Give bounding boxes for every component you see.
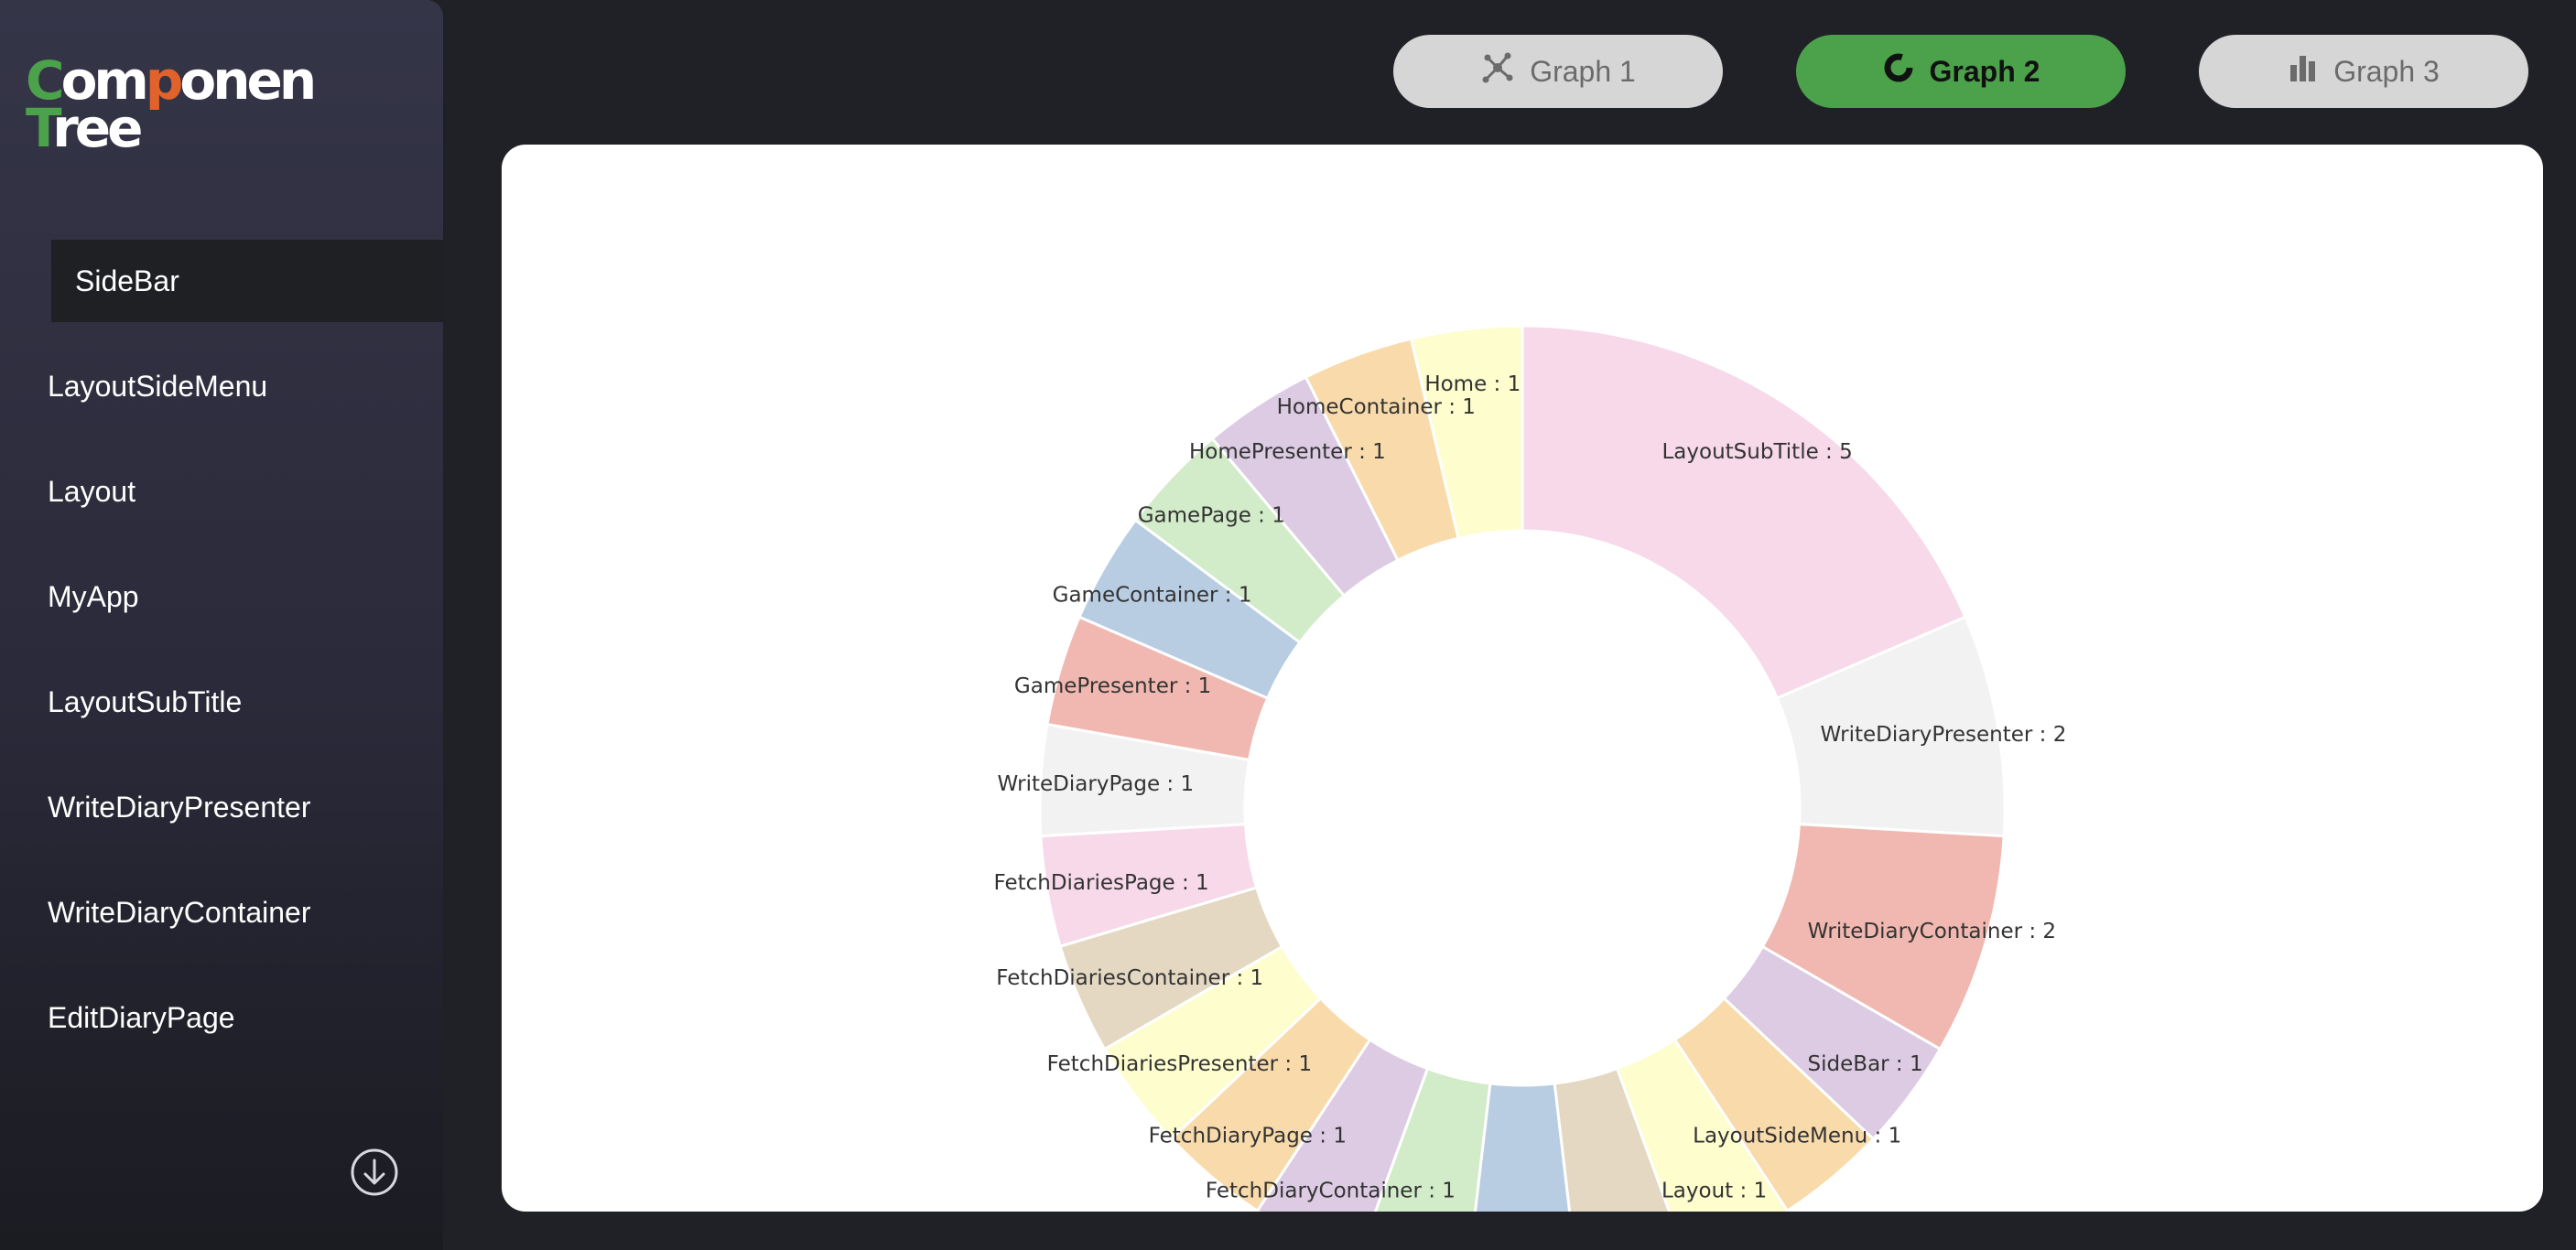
sidebar-item-writediarycontainer[interactable]: WriteDiaryContainer (48, 896, 311, 929)
tab-graph-1[interactable]: Graph 1 (1393, 35, 1723, 108)
chart-panel: LayoutSubTitle : 5 WriteDiaryPresenter : … (502, 145, 2543, 1212)
donut-label-layoutsubtitle: LayoutSubTitle : 5 (1661, 440, 1852, 464)
tab-graph-3-label: Graph 3 (2333, 54, 2440, 88)
sidebar-item-layout[interactable]: Layout (48, 475, 136, 508)
sidebar-item-layoutsidemenu[interactable]: LayoutSideMenu (48, 370, 268, 403)
donut-label-fetchdiariespresenter: FetchDiariesPresenter : 1 (1047, 1052, 1312, 1076)
logo-line-1: Componen (26, 49, 317, 112)
donut-slice-home[interactable] (1409, 324, 1524, 540)
donut-label-fetchdiariespage: FetchDiariesPage : 1 (993, 871, 1208, 895)
donut-slice-fetchdiarypresenter[interactable] (1358, 1066, 1492, 1212)
sidebar-item-editdiarypage[interactable]: EditDiaryPage (48, 1001, 235, 1034)
tab-graph-2-label: Graph 2 (1929, 54, 2040, 88)
sidebar-item-myapp[interactable]: MyApp (48, 580, 139, 613)
donut-label-sidebar: SideBar : 1 (1808, 1052, 1923, 1076)
donut-chart-icon (1882, 51, 1930, 92)
logo-accent-letter: p (145, 49, 183, 112)
donut-label-homecontainer: HomeContainer : 1 (1277, 395, 1476, 419)
download-circle-icon[interactable] (350, 1148, 399, 1197)
donut-label-writediarycontainer: WriteDiaryContainer : 2 (1808, 920, 2056, 943)
tab-graph-1-label: Graph 1 (1530, 54, 1636, 88)
donut-label-gamepage: GamePage : 1 (1138, 504, 1285, 528)
donut-label-writediarypage: WriteDiaryPage : 1 (997, 772, 1194, 796)
tab-graph-2[interactable]: Graph 2 (1796, 35, 2126, 108)
donut-slice-myapp[interactable] (1553, 1066, 1687, 1212)
logo-line-2: Tree (26, 97, 143, 159)
donut-label-gamepresenter: GamePresenter : 1 (1014, 674, 1211, 698)
donut-slice-editdiarypage[interactable] (1467, 1082, 1578, 1212)
donut-chart: LayoutSubTitle : 5 WriteDiaryPresenter : … (993, 324, 2066, 1212)
network-graph-icon (1480, 50, 1530, 92)
donut-label-home: Home : 1 (1424, 372, 1521, 396)
sidebar: Componen Tree SideBar LayoutSideMenu Lay… (0, 0, 443, 1250)
donut-label-fetchdiarypage: FetchDiaryPage : 1 (1149, 1125, 1347, 1148)
sidebar-item-layoutsubtitle[interactable]: LayoutSubTitle (48, 685, 243, 718)
bar-chart-icon (2288, 52, 2333, 91)
app-logo: Componen Tree (26, 49, 317, 159)
donut-label-gamecontainer: GameContainer : 1 (1053, 584, 1252, 608)
sidebar-item-writediarypresenter[interactable]: WriteDiaryPresenter (48, 791, 311, 824)
donut-slice-layout[interactable] (1615, 1038, 1790, 1212)
donut-label-layout: Layout : 1 (1661, 1179, 1767, 1202)
donut-slice-layoutsubtitle[interactable] (1521, 324, 1967, 700)
tab-graph-3[interactable]: Graph 3 (2199, 35, 2528, 108)
sidebar-item-sidebar[interactable]: SideBar (51, 240, 443, 322)
donut-label-homepresenter: HomePresenter : 1 (1189, 440, 1386, 464)
donut-label-fetchdiarycontainer: FetchDiaryContainer : 1 (1206, 1179, 1456, 1202)
donut-label-layoutsidemenu: LayoutSideMenu : 1 (1693, 1125, 1901, 1148)
donut-label-fetchdiariescontainer: FetchDiariesContainer : 1 (996, 966, 1263, 990)
sidebar-menu: SideBar LayoutSideMenu Layout MyApp Layo… (0, 240, 443, 1082)
donut-label-writediarypresenter: WriteDiaryPresenter : 2 (1820, 723, 2066, 747)
